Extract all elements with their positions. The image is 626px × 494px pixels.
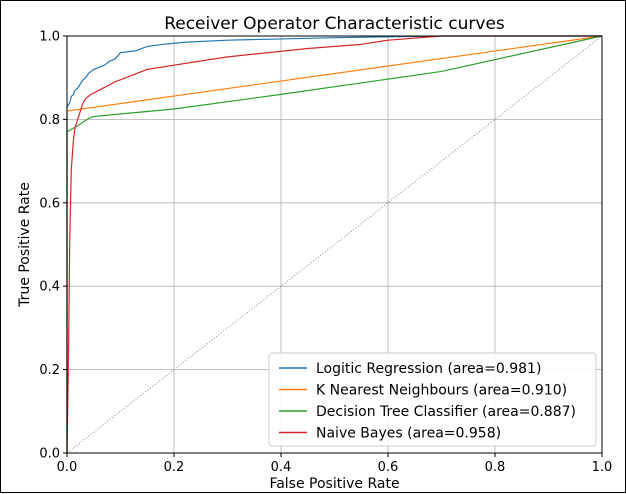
y-tick-label-2: 0.4 — [39, 280, 60, 295]
y-axis-label: True Positive Rate — [17, 182, 33, 308]
y-tick-label-1: 0.2 — [39, 363, 60, 378]
y-tick-label-4: 0.8 — [39, 113, 60, 128]
legend: Logitic Regression (area=0.981) K Nearest… — [268, 352, 597, 447]
x-tick-label-3: 0.6 — [378, 460, 399, 475]
series-line-0 — [66, 35, 602, 453]
legend-entry-3: Naive Bayes (area=0.958) — [316, 426, 501, 442]
series-line-2 — [66, 35, 603, 453]
legend-box — [268, 352, 597, 447]
y-tick-label-5: 1.0 — [39, 30, 60, 45]
plot-border — [66, 35, 603, 454]
x-tick-label-0: 0.0 — [57, 460, 78, 475]
tick-layer: 0.0 0.2 0.4 0.6 0.8 1.0 0.0 0.2 0.4 0.6 0.8 1.0 — [39, 30, 612, 476]
y-tick-label-3: 0.6 — [39, 196, 60, 211]
chart-title: Receiver Operator Characteristic curves — [164, 14, 505, 34]
series-line-3 — [66, 35, 602, 454]
x-tick-label-2: 0.4 — [271, 460, 292, 475]
reference-diagonal — [66, 35, 603, 454]
reference-layer — [66, 35, 603, 454]
x-tick-label-5: 1.0 — [592, 460, 613, 475]
y-tick-label-0: 0.0 — [39, 447, 60, 462]
legend-entry-1: K Nearest Neighbours (area=0.910) — [316, 383, 567, 399]
legend-entry-2: Decision Tree Classifier (area=0.887) — [316, 404, 576, 420]
legend-entry-0: Logitic Regression (area=0.981) — [316, 361, 541, 377]
x-tick-label-1: 0.2 — [164, 460, 185, 475]
x-axis-label: False Positive Rate — [269, 476, 399, 492]
x-tick-label-4: 0.8 — [485, 460, 506, 475]
